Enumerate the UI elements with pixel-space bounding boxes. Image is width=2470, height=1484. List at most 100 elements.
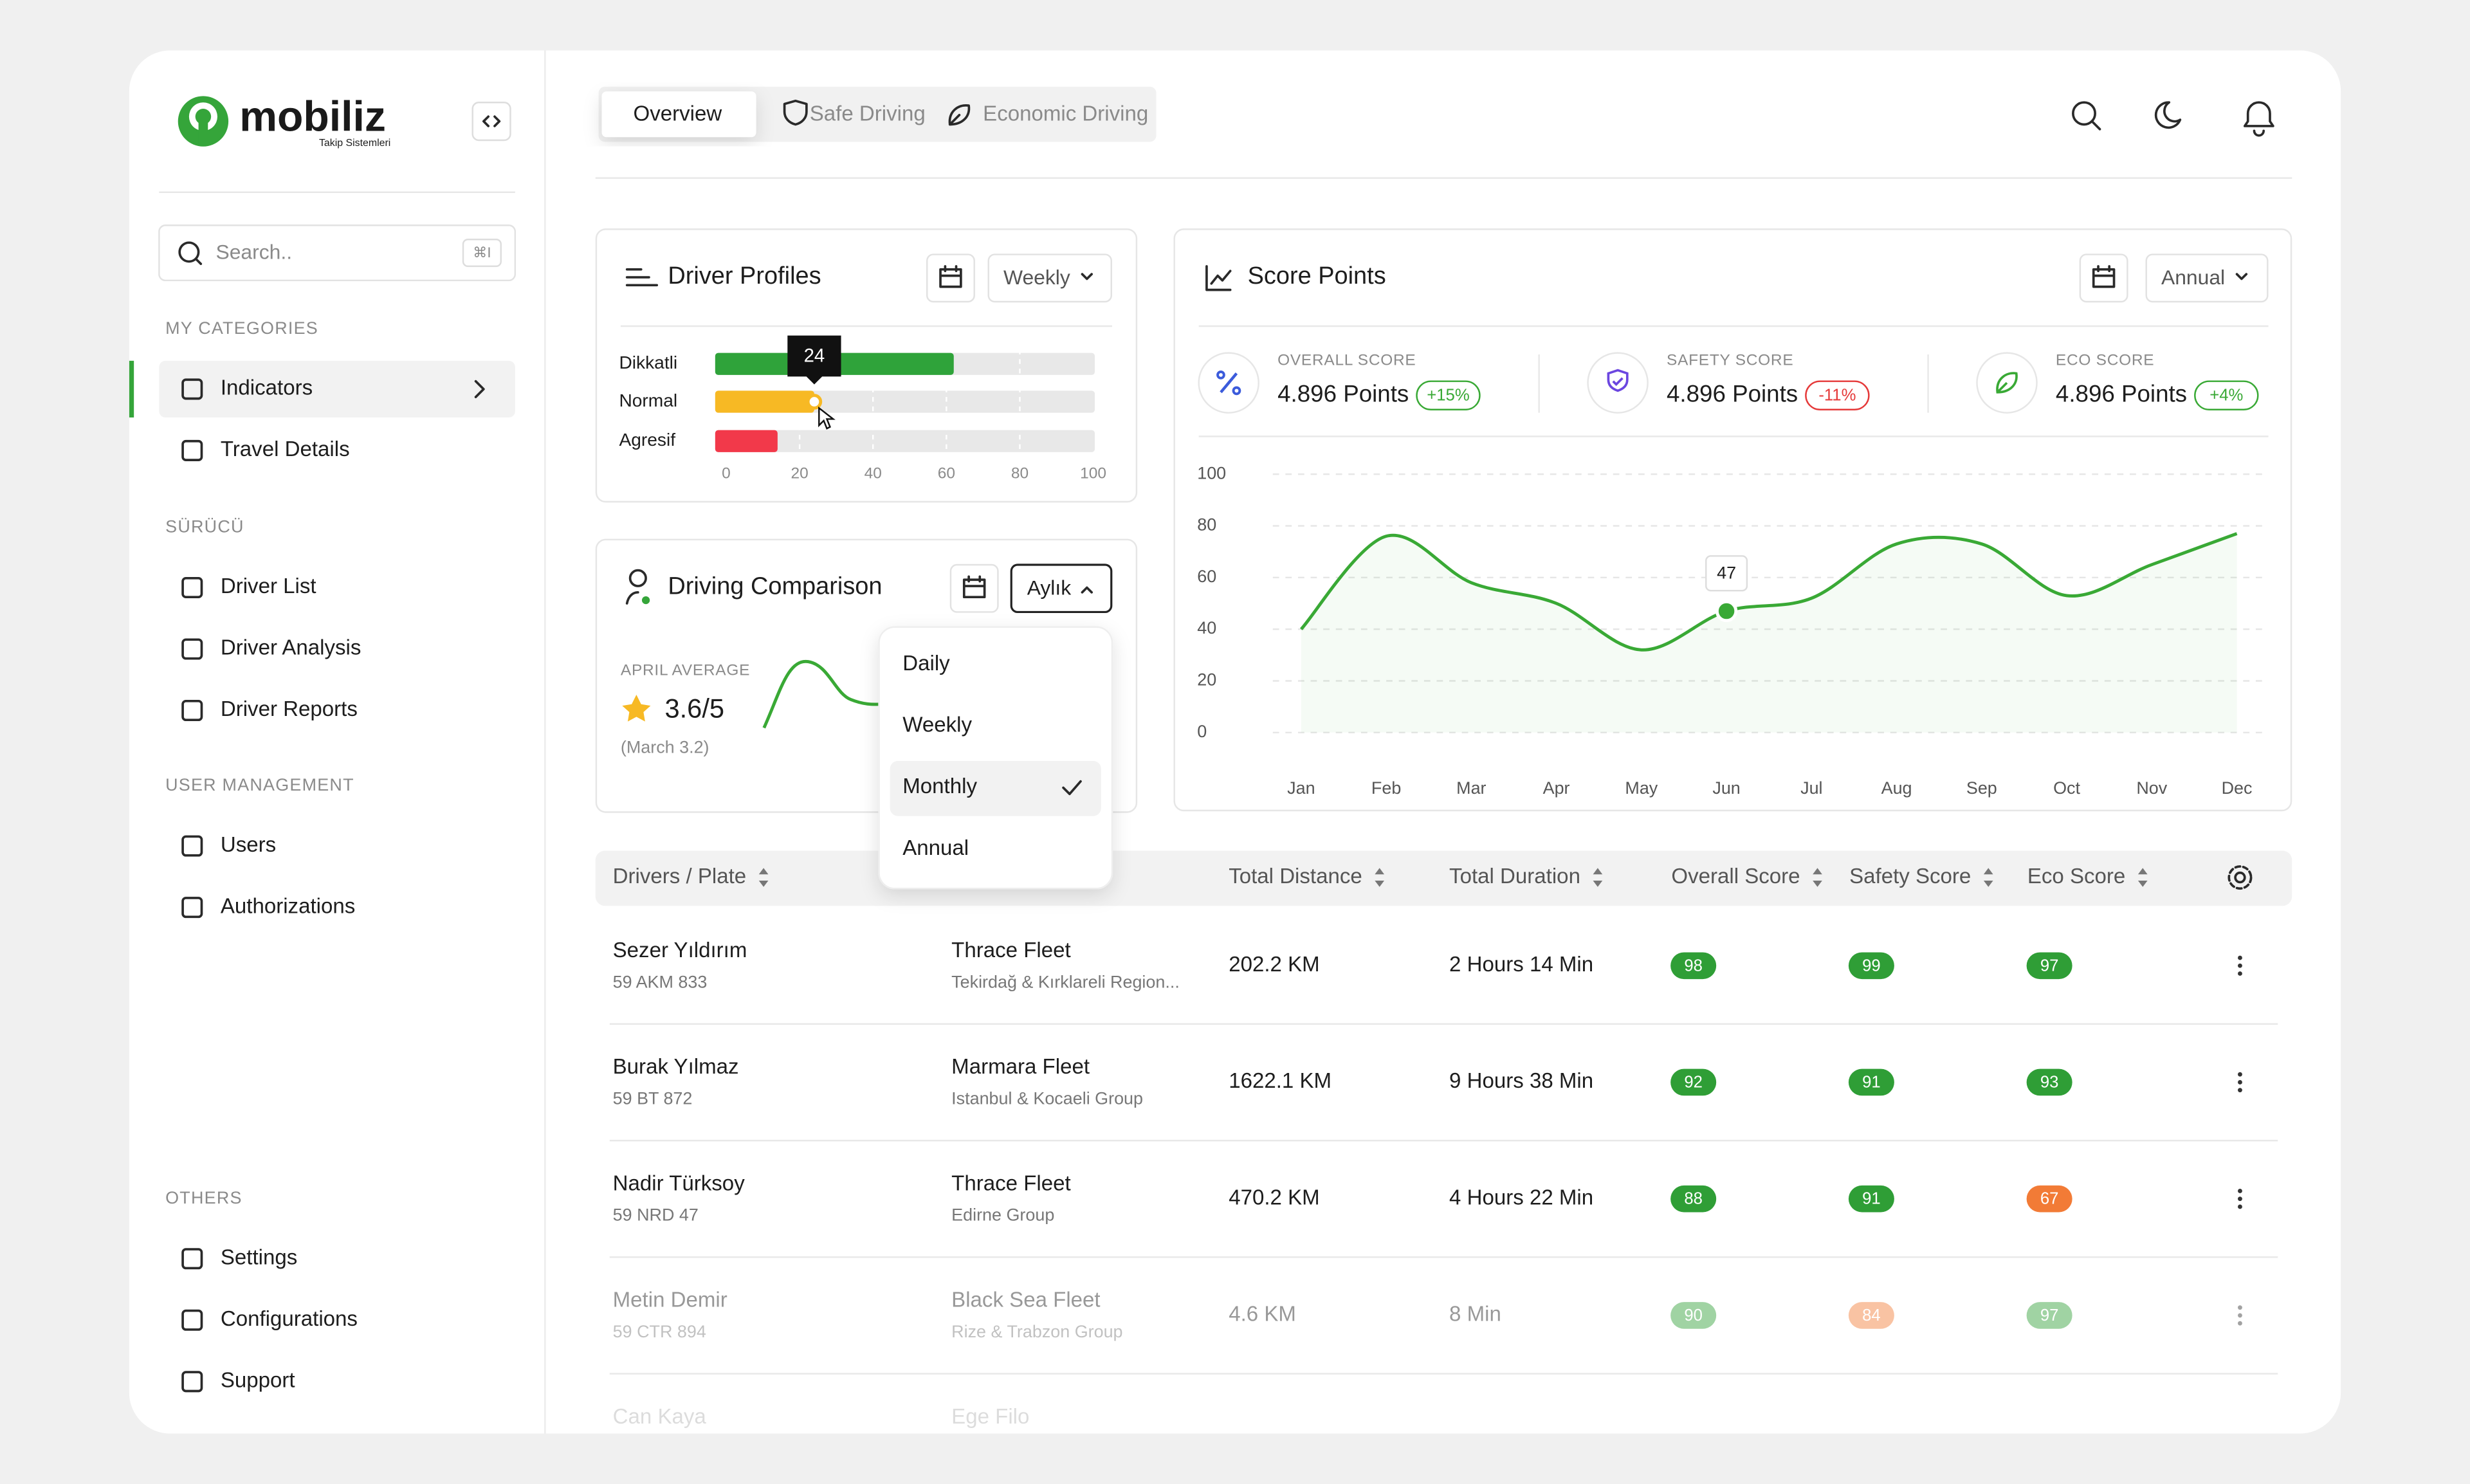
- period-label: Aylık: [1027, 576, 1071, 599]
- period-dropdown[interactable]: [987, 253, 1112, 303]
- nav-label: Driver Reports: [221, 697, 358, 721]
- score-badge: [2026, 1068, 2072, 1096]
- nav-item[interactable]: Users: [181, 833, 276, 857]
- tab[interactable]: Safe Driving: [810, 102, 926, 126]
- nav-item[interactable]: Authorizations: [181, 894, 355, 919]
- row-menu-dot: [2238, 955, 2242, 960]
- brand-tagline: Takip Sistemleri: [319, 138, 390, 149]
- card-title: Driver Profiles: [668, 262, 821, 289]
- score-badge: [1670, 1302, 1717, 1329]
- theme-button[interactable]: [2154, 101, 2182, 129]
- nav-item[interactable]: Driver Analysis: [181, 636, 361, 660]
- bar: [715, 430, 778, 452]
- fleet-group: Edirne Group: [951, 1205, 1054, 1225]
- row-menu-dot: [2238, 1088, 2242, 1093]
- row-menu-dot: [2238, 1305, 2242, 1310]
- column-header[interactable]: Total Duration: [1449, 865, 1580, 888]
- active-nav-bg: [159, 360, 515, 418]
- change-value: -11%: [1818, 387, 1856, 405]
- shortcut-box: [462, 239, 502, 268]
- tab[interactable]: Overview: [633, 102, 722, 126]
- score-badge: [1848, 1185, 1894, 1213]
- nav-item[interactable]: Configurations: [181, 1307, 358, 1331]
- period-dropdown[interactable]: [2145, 253, 2269, 303]
- metric-label: ECO SCORE: [2056, 351, 2154, 369]
- dropdown-option[interactable]: Weekly: [902, 713, 972, 737]
- calendar-icon: [2092, 265, 2116, 288]
- dropdown-option[interactable]: Monthly: [902, 774, 977, 798]
- table-row: Nadir Türksoy 59 NRD 47 Thrace Fleet Edirne…: [613, 1171, 2242, 1225]
- search-button[interactable]: [2072, 101, 2096, 126]
- nav-label: Travel Details: [221, 437, 350, 461]
- notification-button[interactable]: [2243, 101, 2274, 137]
- calendar-button[interactable]: [2079, 253, 2128, 303]
- x-tick-label: Nov: [2136, 778, 2167, 798]
- chevron: [2235, 273, 2248, 280]
- y-tick-label: 80: [1197, 515, 1216, 535]
- tooltip-value: 24: [804, 345, 825, 366]
- dropdown-menu: [878, 626, 1113, 890]
- nav-icon: [181, 897, 203, 919]
- period-label: Annual: [2161, 266, 2225, 289]
- bar-label: Dikkatli: [619, 353, 677, 372]
- nav-icon: [181, 835, 203, 857]
- dropdown-option[interactable]: Daily: [902, 652, 950, 675]
- nav-item[interactable]: Settings: [181, 1245, 297, 1270]
- bar-handle: [806, 394, 823, 410]
- x-tick-label: Sep: [1966, 778, 1997, 798]
- column-header[interactable]: Eco Score: [2027, 865, 2125, 888]
- change-badge: [1805, 380, 1870, 410]
- search-box[interactable]: [158, 224, 517, 282]
- x-tick-label: Jan: [1287, 778, 1315, 798]
- check-icon: [1062, 780, 1082, 796]
- logo-icon: [178, 96, 229, 147]
- calendar-button[interactable]: [949, 563, 999, 613]
- x-tick-label: Jun: [1712, 778, 1740, 798]
- x-tick-label: 60: [938, 465, 955, 482]
- y-tick-label: 40: [1197, 618, 1216, 637]
- nav-label: Authorizations: [221, 894, 355, 918]
- dropdown-option[interactable]: Annual: [902, 836, 969, 860]
- previous-value: (March 3.2): [621, 737, 709, 756]
- nav-item[interactable]: Driver List: [181, 574, 316, 599]
- total-distance: 470.2 KM: [1229, 1186, 1319, 1209]
- column-header[interactable]: Overall Score: [1671, 865, 1800, 888]
- sort-icon: [1593, 868, 1603, 887]
- x-tick-label: Apr: [1543, 778, 1570, 798]
- sort-icon: [758, 868, 769, 887]
- metric-value: 4.896 Points: [1667, 380, 1798, 407]
- metric-value: 4.896 Points: [1277, 380, 1409, 407]
- period-dropdown[interactable]: [1010, 563, 1113, 614]
- nav-item[interactable]: Indicators: [181, 376, 313, 400]
- column-header[interactable]: Safety Score: [1849, 865, 1971, 888]
- collapse-icon: [482, 115, 501, 127]
- driver-name: Burak Yılmaz: [613, 1055, 739, 1079]
- driver-name: Can Kaya: [613, 1405, 707, 1429]
- nav-item[interactable]: Travel Details: [181, 437, 350, 461]
- tab[interactable]: Economic Driving: [983, 102, 1148, 126]
- nav-icon: [181, 1248, 203, 1270]
- y-tick-label: 100: [1197, 463, 1226, 482]
- driver-plate: 59 AKM 833: [613, 972, 708, 991]
- x-tick-label: Dec: [2222, 778, 2253, 798]
- chart-icon: [1205, 265, 1232, 291]
- score-badge: [1848, 1302, 1894, 1329]
- column-header[interactable]: Drivers / Plate: [613, 865, 747, 888]
- nav-item[interactable]: Driver Reports: [181, 697, 358, 721]
- collapse-button[interactable]: [471, 101, 511, 142]
- settings-button[interactable]: [2228, 865, 2253, 890]
- metric-label: OVERALL SCORE: [1277, 351, 1416, 369]
- nav-item[interactable]: Support: [181, 1369, 295, 1393]
- total-duration: 9 Hours 38 Min: [1449, 1069, 1593, 1093]
- fleet-group: Istanbul & Kocaeli Group: [951, 1089, 1143, 1108]
- driver-name: Nadir Türksoy: [613, 1171, 746, 1195]
- fleet-group: Tekirdağ & Kırklareli Region...: [951, 972, 1180, 991]
- nav-icon: [181, 576, 203, 599]
- score-value: 97: [2040, 1306, 2059, 1324]
- column-header[interactable]: Total Distance: [1229, 865, 1362, 888]
- calendar-button[interactable]: [926, 253, 975, 303]
- score-badge: [1670, 952, 1717, 980]
- x-tick-label: 0: [722, 465, 731, 482]
